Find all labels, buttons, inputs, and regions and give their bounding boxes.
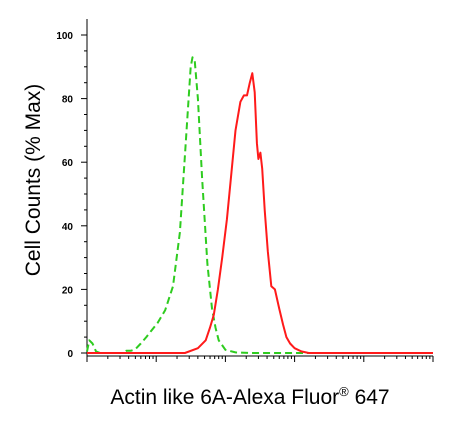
series-line-dashed (86, 56, 433, 354)
y-tick-label: 20 (62, 285, 74, 296)
series-line-solid (87, 72, 433, 354)
y-tick-label: 100 (56, 31, 73, 42)
series-group (86, 56, 433, 354)
y-axis-label: Cell Counts (% Max) (22, 84, 45, 277)
x-axis-label-main: Actin like 6A-Alexa Fluor (110, 386, 339, 409)
axes (86, 19, 433, 357)
x-axis-label-suffix: 647 (349, 386, 390, 409)
y-tick-label: 80 (62, 95, 74, 106)
y-tick-label: 0 (67, 349, 73, 360)
y-tick-label: 60 (62, 158, 74, 169)
y-tick-label: 40 (62, 222, 74, 233)
x-axis-label-registered: ® (339, 384, 349, 399)
axis-ticks: 0 20 40 60 80 100 (56, 31, 434, 362)
x-axis-label: Actin like 6A-Alexa Fluor® 647 (110, 384, 389, 409)
